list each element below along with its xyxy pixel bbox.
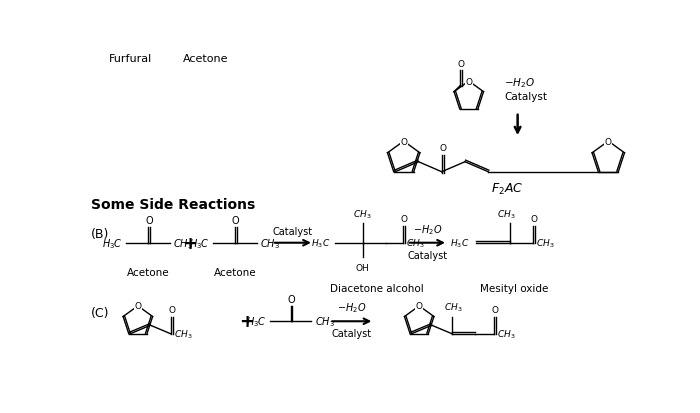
Text: $H_3C$: $H_3C$ [450,237,470,249]
Text: Diacetone alcohol: Diacetone alcohol [330,283,424,293]
Text: Acetone: Acetone [127,268,169,278]
Text: O: O [168,306,175,315]
Text: Furfural: Furfural [108,54,152,64]
Text: O: O [531,215,538,224]
Text: O: O [491,306,498,315]
Text: Catalyst: Catalyst [407,250,447,260]
Text: O: O [439,144,446,153]
Text: O: O [145,216,153,225]
Text: Acetone: Acetone [214,268,256,278]
Text: (C): (C) [92,306,110,319]
Text: O: O [400,215,407,224]
Text: O: O [400,137,407,146]
Text: +: + [182,234,197,252]
Text: $H_3C$: $H_3C$ [189,236,209,250]
Text: $CH_3$: $CH_3$ [173,236,193,250]
Text: O: O [466,77,472,86]
Text: $-H_2O$: $-H_2O$ [412,223,442,236]
Text: O: O [416,301,423,311]
Text: $-H_2O$: $-H_2O$ [337,301,367,315]
Text: +: + [239,313,254,330]
Text: $H_3C$: $H_3C$ [311,237,330,249]
Text: O: O [288,294,295,304]
Text: Catalyst: Catalyst [332,328,372,338]
Text: Mesityl oxide: Mesityl oxide [480,283,548,293]
Text: (B): (B) [92,228,110,240]
Text: $CH_3$: $CH_3$ [314,315,335,328]
Text: $CH_3$: $CH_3$ [260,236,280,250]
Text: O: O [134,301,141,311]
Text: O: O [605,137,612,146]
Text: $CH_3$: $CH_3$ [497,208,515,220]
Text: O: O [232,216,239,225]
Text: $CH_3$: $CH_3$ [497,328,515,340]
Text: $CH_3$: $CH_3$ [536,237,555,249]
Text: Catalyst: Catalyst [505,92,547,102]
Text: $F_2AC$: $F_2AC$ [491,182,524,197]
Text: OH: OH [356,263,370,272]
Text: $CH_3$: $CH_3$ [444,301,463,313]
Text: $CH_3$: $CH_3$ [354,208,372,220]
Text: $-H_2O$: $-H_2O$ [505,76,536,90]
Text: $CH_3$: $CH_3$ [174,328,192,340]
Text: $H_3C$: $H_3C$ [246,315,267,328]
Text: Some Side Reactions: Some Side Reactions [92,197,256,211]
Text: Acetone: Acetone [183,54,228,64]
Text: O: O [458,59,465,69]
Text: $H_3C$: $H_3C$ [102,236,122,250]
Text: $CH_3$: $CH_3$ [406,237,425,249]
Text: Catalyst: Catalyst [273,226,313,236]
